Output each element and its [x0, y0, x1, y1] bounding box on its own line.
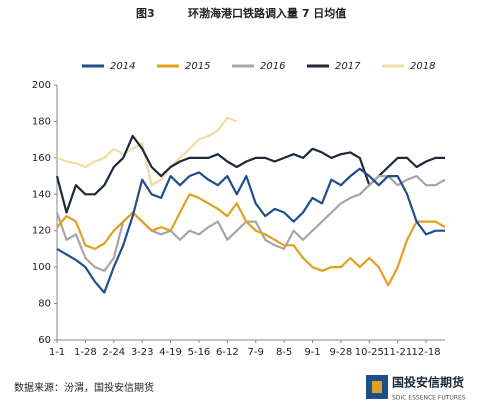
y-tick-label: 180 — [32, 116, 51, 127]
legend-label: 2017 — [335, 61, 361, 72]
logo-subtitle: SDIC ESSENCE FUTURES — [392, 395, 466, 402]
legend-label: 2014 — [110, 61, 135, 72]
y-tick-label: 160 — [32, 153, 51, 164]
legend-label: 2015 — [185, 61, 210, 72]
x-tick-label: 1-1 — [49, 347, 65, 358]
logo-icon-inner — [372, 381, 382, 393]
x-tick-label: 3-23 — [131, 347, 154, 358]
x-tick-label: 1-28 — [74, 347, 97, 358]
x-tick-label: 12-18 — [412, 347, 441, 358]
y-tick-label: 60 — [38, 335, 51, 346]
y-tick-label: 80 — [38, 299, 51, 310]
x-tick-label: 11-21 — [383, 347, 412, 358]
series-line — [55, 175, 446, 272]
x-tick-label: 2-24 — [102, 347, 125, 358]
x-tick-label: 5-16 — [188, 347, 211, 358]
series-line — [56, 193, 446, 287]
x-tick-label: 6-12 — [216, 347, 239, 358]
legend-label: 2016 — [260, 61, 285, 72]
x-tick-label: 8-5 — [276, 347, 292, 358]
chart-title: 环渤海港口铁路调入量 7 日均值 — [188, 6, 346, 20]
series-line — [56, 167, 445, 294]
x-tick-label: 4-19 — [159, 347, 182, 358]
figure-label: 图3 — [136, 7, 155, 20]
source-note: 数据来源：汾渭，国投安信期货 — [14, 381, 154, 394]
legend-label: 2018 — [410, 61, 435, 72]
x-tick-label: 7-9 — [248, 347, 264, 358]
x-tick-label: 10-25 — [355, 347, 384, 358]
logo-name: 国投安信期货 — [392, 375, 464, 390]
series-line — [55, 134, 445, 214]
x-tick-label: 9-1 — [304, 347, 320, 358]
x-tick-label: 9-28 — [330, 347, 353, 358]
series-line — [56, 116, 238, 187]
y-tick-label: 200 — [32, 80, 51, 91]
y-tick-label: 140 — [32, 189, 51, 200]
y-tick-label: 120 — [32, 226, 51, 237]
y-tick-label: 100 — [32, 262, 51, 273]
